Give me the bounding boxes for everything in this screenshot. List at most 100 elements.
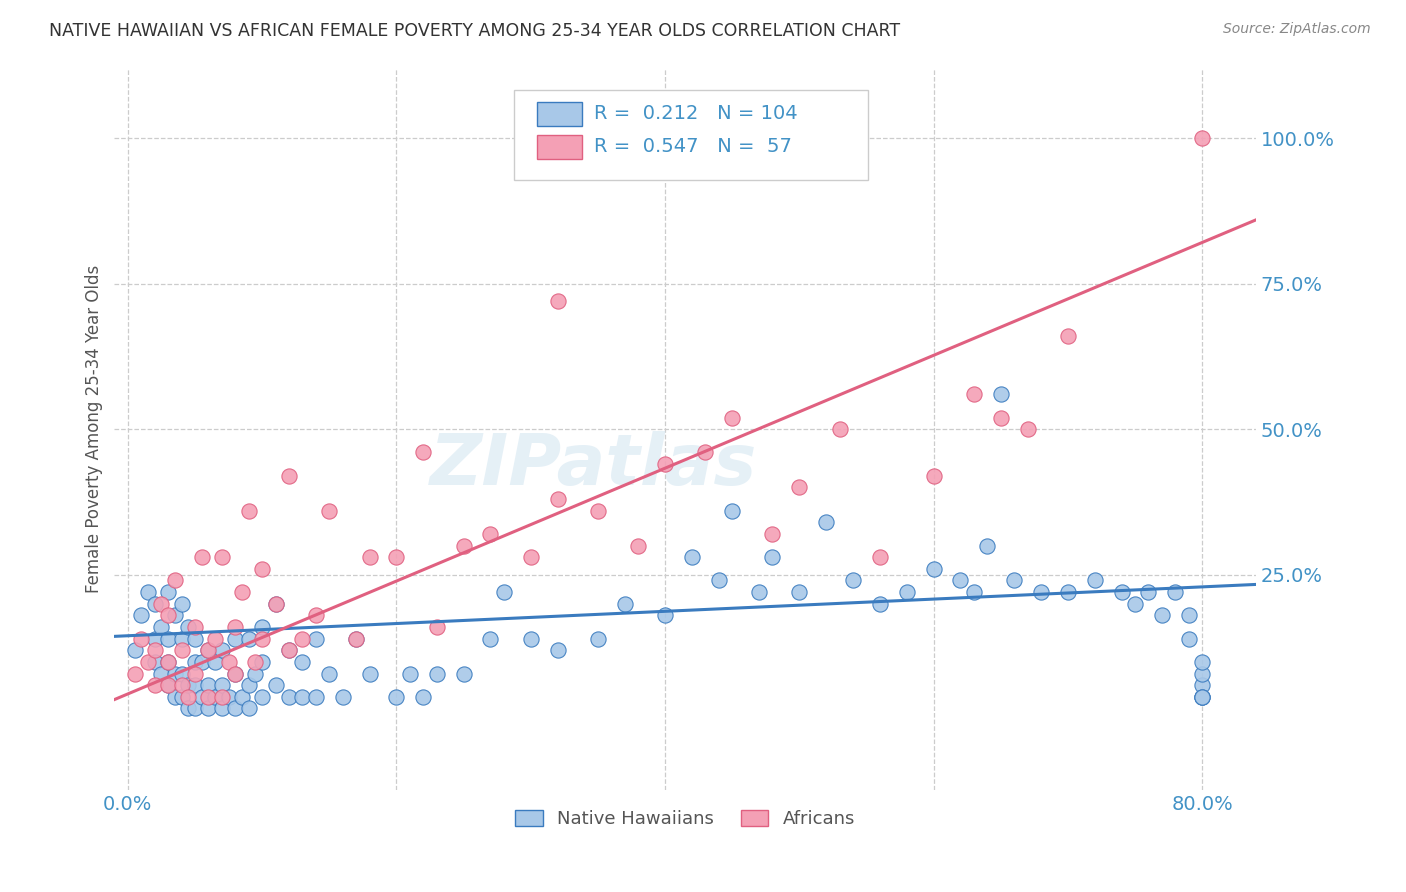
Point [828,422,851,436]
Point [305,608,328,623]
Point [250,632,273,646]
Point [453,666,475,681]
Point [976,539,998,553]
Point [1137,585,1160,599]
Point [426,666,449,681]
Point [197,701,219,715]
Point [412,690,434,704]
Point [963,585,986,599]
Point [318,503,340,517]
Point [238,701,260,715]
Point [1164,585,1187,599]
Point [479,527,502,541]
Point [990,387,1012,401]
Point [922,562,945,576]
Point [143,632,166,646]
Point [211,701,233,715]
Point [1191,690,1213,704]
Point [184,632,207,646]
Point [129,608,152,623]
Point [359,666,381,681]
Point [1029,585,1052,599]
Point [250,620,273,634]
Point [170,597,193,611]
Point [1057,329,1080,343]
Point [197,678,219,692]
Point [1057,585,1080,599]
Point [681,550,703,565]
Point [426,620,449,634]
Point [204,632,226,646]
Point [224,620,246,634]
Point [170,643,193,657]
Point [519,550,541,565]
FancyBboxPatch shape [537,103,582,127]
Point [238,632,260,646]
Point [163,666,186,681]
Point [150,620,173,634]
Point [963,387,986,401]
Point [211,690,233,704]
Point [150,597,173,611]
Point [869,597,891,611]
Point [204,655,226,669]
Point [170,690,193,704]
Point [547,491,569,506]
Point [922,468,945,483]
Point [231,690,253,704]
Point [707,574,730,588]
Point [143,597,166,611]
Point [211,550,233,565]
Point [547,643,569,657]
Point [197,643,219,657]
Text: Source: ZipAtlas.com: Source: ZipAtlas.com [1223,22,1371,37]
Point [1177,608,1199,623]
Point [761,550,783,565]
Point [815,516,838,530]
Point [1084,574,1107,588]
Point [218,690,240,704]
Point [177,701,200,715]
Point [1123,597,1146,611]
Point [124,666,146,681]
Point [869,550,891,565]
Point [385,690,408,704]
Point [278,468,301,483]
Point [264,597,287,611]
Point [184,666,207,681]
Point [143,678,166,692]
Y-axis label: Female Poverty Among 25-34 Year Olds: Female Poverty Among 25-34 Year Olds [86,265,103,593]
Point [190,690,212,704]
Point [492,585,515,599]
Point [143,643,166,657]
Point [197,690,219,704]
Point [163,574,186,588]
Point [278,690,301,704]
Point [177,678,200,692]
Point [654,608,676,623]
Point [190,550,212,565]
Point [359,550,381,565]
Point [344,632,367,646]
Point [136,655,159,669]
Legend: Native Hawaiians, Africans: Native Hawaiians, Africans [508,802,862,835]
Point [586,632,609,646]
Point [344,632,367,646]
Point [245,655,267,669]
Point [238,503,260,517]
Point [177,690,200,704]
Point [721,410,744,425]
Point [761,527,783,541]
Point [224,666,246,681]
Point [412,445,434,459]
Point [1111,585,1133,599]
Point [163,690,186,704]
Point [547,294,569,309]
Point [990,410,1012,425]
Point [157,655,180,669]
Point [1191,678,1213,692]
Point [1177,632,1199,646]
Point [224,632,246,646]
Point [224,666,246,681]
Point [264,597,287,611]
